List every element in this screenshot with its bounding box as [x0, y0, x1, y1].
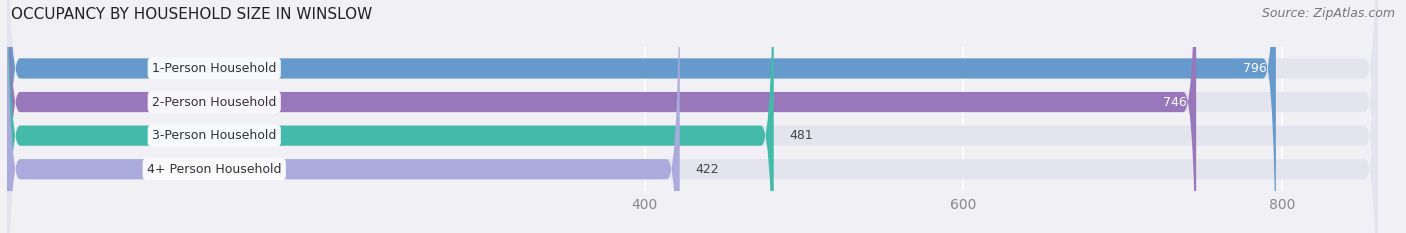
- FancyBboxPatch shape: [7, 0, 1197, 233]
- Text: 4+ Person Household: 4+ Person Household: [148, 163, 281, 176]
- Text: 2-Person Household: 2-Person Household: [152, 96, 277, 109]
- Text: 3-Person Household: 3-Person Household: [152, 129, 277, 142]
- Text: 481: 481: [790, 129, 814, 142]
- Text: Source: ZipAtlas.com: Source: ZipAtlas.com: [1261, 7, 1395, 20]
- FancyBboxPatch shape: [7, 0, 1275, 233]
- FancyBboxPatch shape: [7, 0, 1378, 233]
- FancyBboxPatch shape: [7, 0, 1378, 233]
- Text: OCCUPANCY BY HOUSEHOLD SIZE IN WINSLOW: OCCUPANCY BY HOUSEHOLD SIZE IN WINSLOW: [11, 7, 373, 22]
- Text: 796: 796: [1243, 62, 1267, 75]
- FancyBboxPatch shape: [7, 0, 679, 233]
- FancyBboxPatch shape: [7, 0, 773, 233]
- Text: 422: 422: [696, 163, 720, 176]
- FancyBboxPatch shape: [7, 0, 1378, 233]
- Text: 1-Person Household: 1-Person Household: [152, 62, 277, 75]
- Text: 746: 746: [1163, 96, 1187, 109]
- FancyBboxPatch shape: [7, 0, 1378, 233]
